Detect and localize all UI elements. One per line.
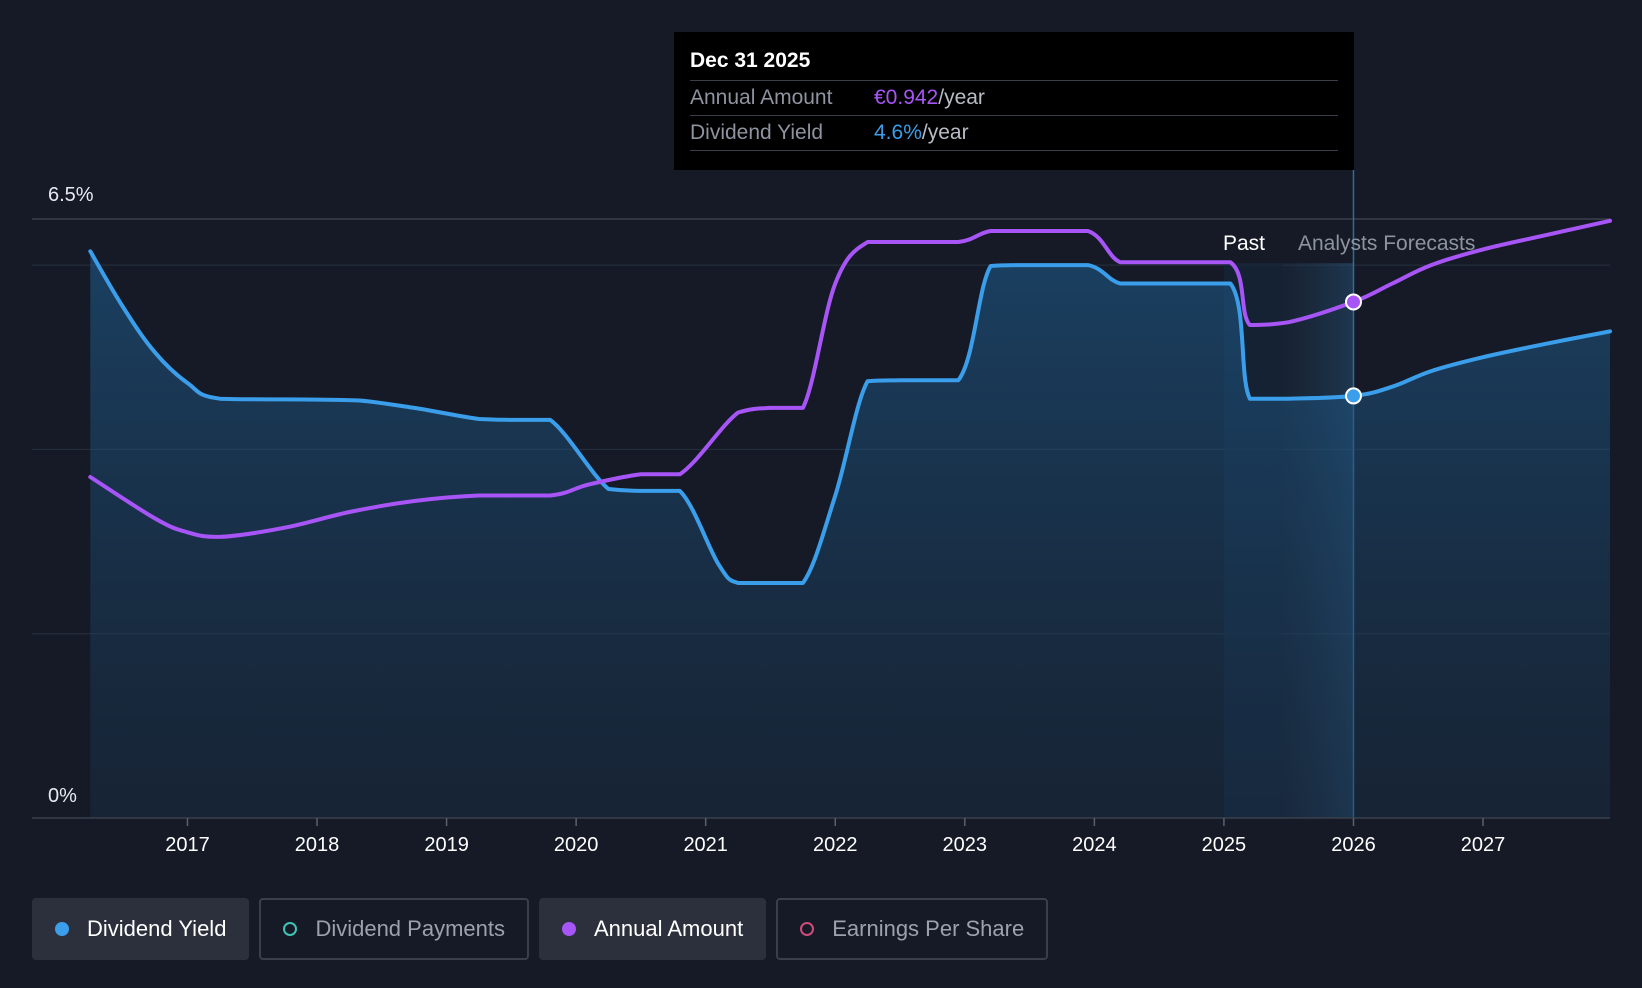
tooltip-unit: /year [938,86,985,109]
past-region-label: Past [1223,232,1265,255]
x-tick-label: 2018 [295,834,340,856]
chart-tooltip: Dec 31 2025 Annual Amount €0.942 /year D… [674,32,1354,170]
dividend-yield-line [88,249,1612,585]
x-tick-label: 2025 [1202,834,1247,856]
tooltip-label: Dividend Yield [690,121,824,144]
dividend-yield-area [90,251,1610,819]
x-tick-label: 2024 [1072,834,1117,856]
forecast-region-label: Analysts Forecasts [1298,232,1475,255]
y-axis-top-label: 6.5% [48,184,94,206]
tooltip-row-annual-amount: Annual Amount €0.942 /year [690,81,1338,116]
series-lines [88,218,1612,585]
legend-dot-icon [55,922,69,936]
legend-annual-amount[interactable]: Annual Amount [538,898,767,960]
chart-legend: Dividend Yield Dividend Payments Annual … [32,898,1049,960]
x-axis: 2017 2018 2019 2020 2021 2022 2023 2024 2025 2026… [32,817,1610,856]
highlight-markers [1344,293,1362,405]
legend-dividend-yield[interactable]: Dividend Yield [32,898,250,960]
x-tick-label: 2020 [554,834,599,856]
y-axis-bottom-label: 0% [48,785,77,807]
tooltip-value: €0.942 [874,86,939,109]
legend-label: Annual Amount [593,916,744,941]
x-tick-label: 2019 [424,834,469,856]
x-tick-label: 2022 [813,834,858,856]
legend-ring-icon [800,922,815,936]
legend-label: Earnings Per Share [832,916,1025,941]
legend-label: Dividend Yield [87,916,227,941]
legend-label: Dividend Payments [315,916,505,941]
x-tick-label: 2021 [683,834,728,856]
tooltip-row-dividend-yield: Dividend Yield 4.6% /year [690,116,1338,151]
annual-amount-line [88,218,1612,539]
tooltip-value: 4.6% [874,121,922,144]
x-tick-label: 2027 [1461,834,1506,856]
tooltip-date: Dec 31 2025 [690,46,1338,81]
legend-earnings-per-share[interactable]: Earnings Per Share [776,898,1049,960]
annual-amount-marker [1344,293,1362,311]
dividend-yield-marker [1344,387,1362,405]
x-tick-label: 2017 [165,834,210,856]
x-tick-label: 2026 [1331,834,1376,856]
legend-ring-icon [283,922,298,936]
tooltip-unit: /year [921,121,969,144]
yield-area [90,251,1610,819]
legend-dividend-payments[interactable]: Dividend Payments [259,898,529,960]
tooltip-label: Annual Amount [690,86,833,109]
x-tick-label: 2023 [943,834,988,856]
legend-dot-icon [561,922,576,936]
